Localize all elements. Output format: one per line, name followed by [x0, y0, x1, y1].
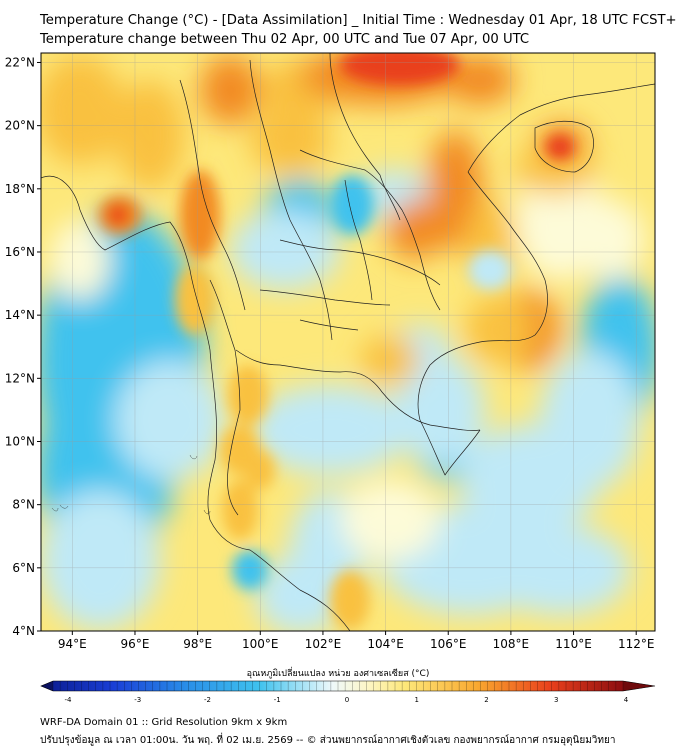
lon-tick-label: 94°E	[58, 637, 87, 651]
colorbar-tick-label: -4	[65, 696, 73, 704]
colorbar-tick-label: 0	[345, 696, 349, 704]
lat-tick-label: 6°N	[12, 561, 35, 575]
lon-tick-label: 112°E	[618, 637, 655, 651]
colorbar-tick-label: 2	[484, 696, 488, 704]
colorbar-low-arrow	[41, 681, 623, 691]
colorbar-tick-label: 3	[554, 696, 558, 704]
lat-tick-label: 18°N	[5, 182, 35, 196]
lon-tick-label: 98°E	[183, 637, 212, 651]
lat-tick-label: 16°N	[5, 245, 35, 259]
lat-tick-label: 20°N	[5, 119, 35, 133]
lat-tick-label: 10°N	[5, 434, 35, 448]
colorbar-tick-label: -1	[274, 696, 281, 704]
longitude-axis: 94°E 96°E 98°E 100°E 102°E 104°E 106°E 108°E 110…	[58, 631, 655, 651]
lat-tick-label: 12°N	[5, 371, 35, 385]
coastline-outlines	[41, 53, 655, 631]
lat-tick-label: 4°N	[12, 624, 35, 638]
colorbar-tick-label: -2	[204, 696, 211, 704]
model-info-text: WRF-DA Domain 01 :: Grid Resolution 9km …	[40, 717, 288, 728]
colorbar-label: อุณหภูมิเปลี่ยนแปลง หน่วย องศาเซลเซียส (…	[246, 669, 430, 679]
lon-tick-label: 110°E	[555, 637, 592, 651]
map-frame	[40, 52, 656, 632]
colorbar-tick-label: 4	[624, 696, 629, 704]
temperature-field	[41, 53, 655, 631]
lon-tick-label: 102°E	[305, 637, 342, 651]
map-subtitle: Temperature change between Thu 02 Apr, 0…	[40, 32, 530, 47]
colorbar-high-arrow	[623, 681, 655, 691]
lat-tick-label: 8°N	[12, 498, 35, 512]
map-title: Temperature Change (°C) - [Data Assimila…	[40, 13, 676, 28]
lon-tick-label: 106°E	[430, 637, 467, 651]
lat-tick-label: 22°N	[5, 55, 35, 69]
lon-tick-label: 104°E	[367, 637, 404, 651]
latitude-axis: 4°N 6°N 8°N 10°N 12°N 14°N 16°N 18°N 20°N 22°N	[5, 55, 41, 638]
lon-tick-label: 108°E	[493, 637, 530, 651]
lon-tick-label: 96°E	[121, 637, 150, 651]
colorbar: -4 -3 -2 -1 0 1 2 3 4	[40, 680, 656, 704]
colorbar-tick-label: -3	[134, 696, 141, 704]
colorbar-tick-label: 1	[415, 696, 419, 704]
lat-tick-label: 14°N	[5, 308, 35, 322]
lon-tick-label: 100°E	[242, 637, 279, 651]
update-credit-text: ปรับปรุงข้อมูล ณ เวลา 01:00น. วัน พฤ. ที…	[40, 735, 616, 746]
